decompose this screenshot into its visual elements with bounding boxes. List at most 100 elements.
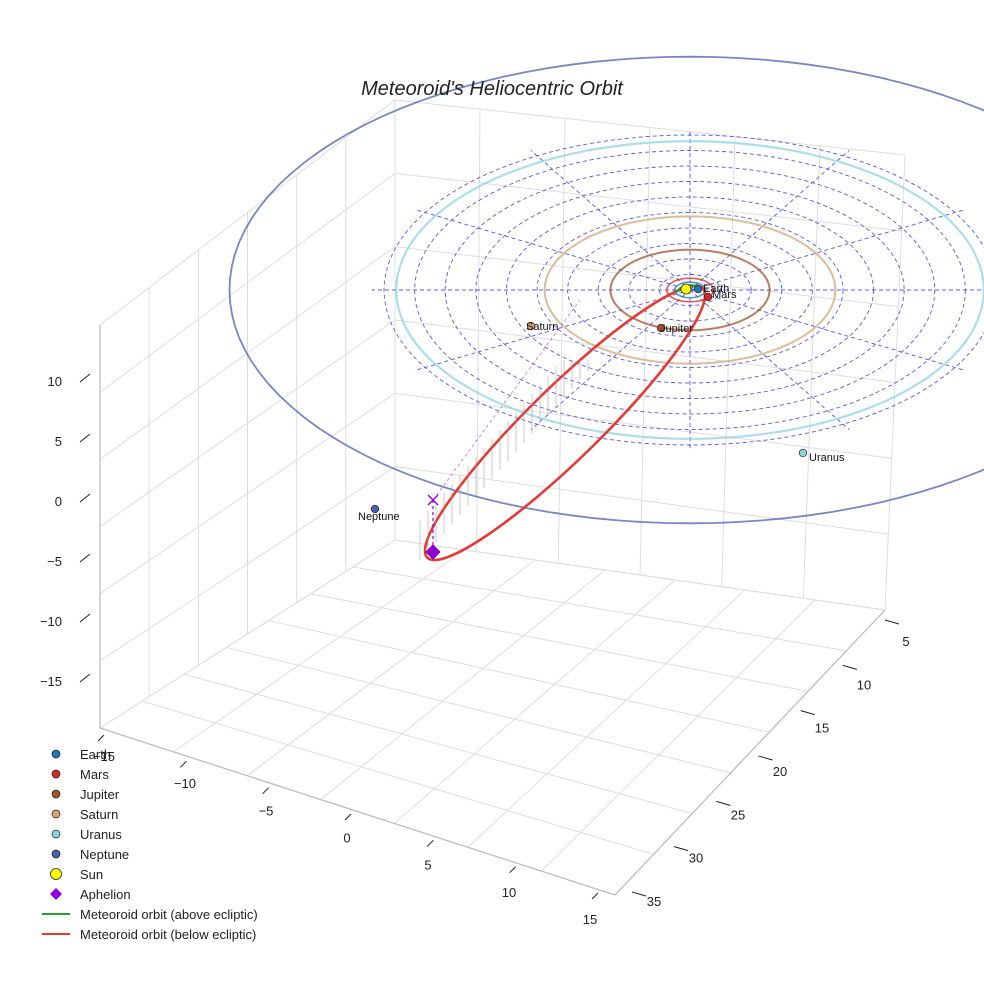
planet-marker-earth bbox=[694, 285, 702, 293]
y-axis-line bbox=[615, 610, 885, 895]
y-tick-label: 15 bbox=[815, 721, 829, 736]
planet-marker-uranus bbox=[799, 449, 807, 457]
y-tick-mark bbox=[716, 801, 730, 805]
legend-label: Mars bbox=[80, 767, 109, 782]
ecliptic-grid-radial bbox=[690, 150, 849, 290]
legend-label: Meteoroid orbit (above ecliptic) bbox=[80, 907, 258, 922]
legend-label: Uranus bbox=[80, 827, 122, 842]
legend-marker bbox=[52, 830, 60, 838]
planet-label-neptune: Neptune bbox=[358, 511, 400, 523]
y-tick-label: 10 bbox=[857, 677, 871, 692]
y-tick-mark bbox=[843, 665, 857, 669]
legend-symbol bbox=[40, 744, 72, 764]
z-tick-label: 0 bbox=[55, 494, 62, 509]
legend-marker bbox=[52, 810, 60, 818]
floor-gridline bbox=[353, 567, 847, 651]
legend-item: Aphelion bbox=[40, 884, 300, 904]
z-tick-mark bbox=[80, 494, 90, 502]
aphelion-projection-mark bbox=[428, 495, 438, 505]
y-tick-mark bbox=[674, 847, 688, 851]
y-tick-mark bbox=[759, 756, 773, 760]
planet-orbits bbox=[230, 57, 984, 524]
legend-symbol bbox=[40, 904, 72, 924]
legend-item: Mars bbox=[40, 764, 300, 784]
legend-symbol bbox=[40, 844, 72, 864]
legend-item: Meteoroid orbit (below ecliptic) bbox=[40, 924, 300, 944]
x-tick-mark bbox=[427, 840, 433, 846]
legend-item: Neptune bbox=[40, 844, 300, 864]
legend-item: Jupiter bbox=[40, 784, 300, 804]
y-tick-label: 35 bbox=[647, 894, 661, 909]
legend-symbol bbox=[40, 764, 72, 784]
z-tick-mark bbox=[80, 554, 90, 562]
z-tick-label: −15 bbox=[40, 674, 62, 689]
legend-item: Meteoroid orbit (above ecliptic) bbox=[40, 904, 300, 924]
z-tick-label: 10 bbox=[48, 374, 62, 389]
planet-label-mars: Mars bbox=[712, 289, 737, 301]
y-tick-label: 30 bbox=[689, 851, 703, 866]
z-axis-ticks bbox=[80, 374, 90, 682]
legend-symbol bbox=[40, 864, 72, 884]
chart-title: Meteoroid's Heliocentric Orbit bbox=[361, 78, 624, 100]
y-tick-mark bbox=[885, 620, 899, 624]
planet-label-uranus: Uranus bbox=[809, 452, 845, 464]
legend-symbol bbox=[40, 784, 72, 804]
z-tick-mark bbox=[80, 434, 90, 442]
meteoroid-orbit-below-ecliptic bbox=[402, 263, 728, 584]
orbit-neptune bbox=[230, 57, 984, 524]
legend-marker bbox=[51, 869, 62, 880]
ecliptic-grid-radial bbox=[531, 290, 690, 430]
x-tick-mark bbox=[98, 735, 104, 741]
z-tick-label: −5 bbox=[47, 554, 62, 569]
z-tick-mark bbox=[80, 374, 90, 382]
y-tick-label: 25 bbox=[731, 807, 745, 822]
legend-label: Saturn bbox=[80, 807, 118, 822]
ecliptic-grid-radial bbox=[531, 150, 690, 290]
y-tick-label: 20 bbox=[773, 764, 787, 779]
z-tick-mark bbox=[80, 674, 90, 682]
planet-label-jupiter: Jupiter bbox=[660, 323, 693, 335]
legend-item: Sun bbox=[40, 864, 300, 884]
chart-legend: Earth Mars Jupiter Saturn Uranus Neptune Sun Ap… bbox=[40, 744, 300, 944]
z-tick-label: 5 bbox=[55, 434, 62, 449]
ecliptic-grid-radial bbox=[414, 209, 690, 290]
sun-marker bbox=[681, 284, 691, 294]
x-tick-label: 10 bbox=[502, 885, 516, 900]
legend-label: Earth bbox=[80, 747, 111, 762]
x-tick-mark bbox=[510, 867, 516, 873]
planet-label-saturn: Saturn bbox=[526, 321, 558, 333]
legend-symbol bbox=[40, 884, 72, 904]
legend-label: Meteoroid orbit (below ecliptic) bbox=[80, 927, 256, 942]
legend-symbol bbox=[40, 804, 72, 824]
legend-symbol bbox=[40, 824, 72, 844]
legend-item: Earth bbox=[40, 744, 300, 764]
legend-marker bbox=[52, 770, 60, 778]
y-tick-label: 5 bbox=[902, 634, 909, 649]
right-wall-gridline bbox=[395, 393, 892, 458]
x-tick-label: 15 bbox=[583, 912, 597, 927]
legend-label: Neptune bbox=[80, 847, 129, 862]
floor-gridline bbox=[311, 594, 808, 692]
legend-marker bbox=[52, 750, 60, 758]
y-tick-mark bbox=[801, 711, 815, 715]
legend-label: Aphelion bbox=[80, 887, 131, 902]
drop-lines bbox=[420, 360, 588, 560]
ecliptic-grid-radial bbox=[690, 290, 966, 371]
legend-label: Sun bbox=[80, 867, 103, 882]
legend-marker bbox=[52, 850, 60, 858]
x-tick-mark bbox=[592, 893, 598, 899]
legend-marker bbox=[50, 888, 62, 900]
legend-symbol bbox=[40, 924, 72, 944]
z-tick-mark bbox=[80, 614, 90, 622]
floor-gridline bbox=[468, 590, 745, 847]
floor-gridline bbox=[395, 540, 885, 610]
legend-item: Uranus bbox=[40, 824, 300, 844]
legend-item: Saturn bbox=[40, 804, 300, 824]
legend-label: Jupiter bbox=[80, 787, 119, 802]
floor-gridline bbox=[226, 647, 730, 772]
x-tick-mark bbox=[345, 814, 351, 820]
planet-marker-mars bbox=[704, 293, 712, 301]
z-tick-label: −10 bbox=[40, 614, 62, 629]
right-wall-gridline bbox=[395, 467, 888, 535]
x-tick-label: 0 bbox=[343, 831, 350, 846]
